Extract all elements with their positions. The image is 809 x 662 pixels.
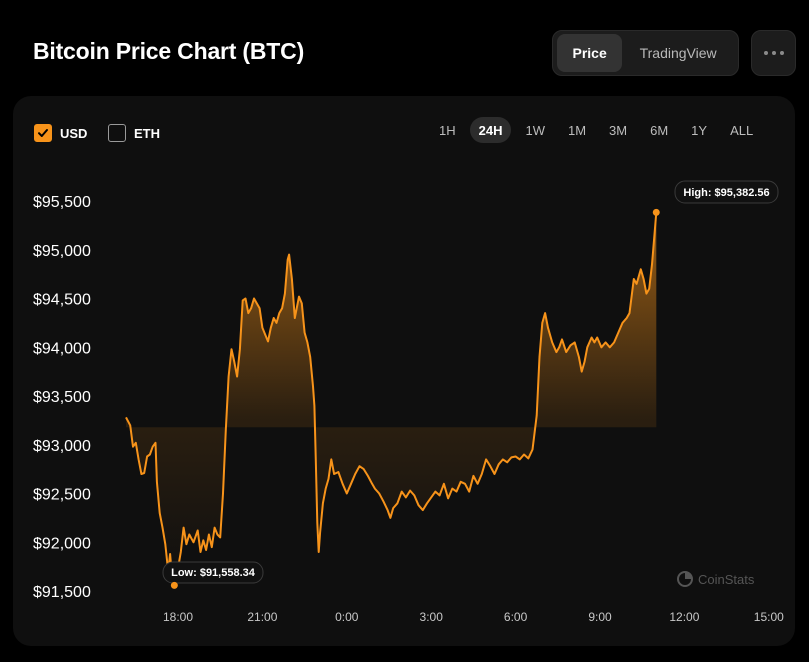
range-1w[interactable]: 1W — [525, 122, 545, 138]
chart-card — [13, 96, 795, 646]
time-range-selector: 1H 24H 1W 1M 3M 6M 1Y ALL — [430, 117, 767, 143]
y-tick-label: $94,500 — [33, 292, 91, 309]
high-marker: High: $95,382.56 — [652, 180, 779, 216]
low-point — [170, 581, 178, 589]
x-tick-label: 21:00 — [247, 610, 277, 624]
range-1y[interactable]: 1Y — [691, 122, 708, 138]
y-tick-label: $94,000 — [33, 340, 91, 357]
tab-tradingview[interactable]: TradingView — [639, 45, 717, 61]
eth-toggle[interactable]: ETH — [108, 124, 160, 142]
checkbox-checked-icon[interactable] — [34, 124, 52, 142]
x-tick-label: 12:00 — [669, 610, 699, 624]
tab-price[interactable]: Price — [557, 34, 623, 72]
range-24h[interactable]: 24H — [469, 117, 512, 143]
x-tick-label: 3:00 — [420, 610, 444, 624]
y-tick-label: $92,500 — [33, 487, 91, 504]
view-toggle: Price TradingView — [552, 30, 739, 76]
x-tick-label: 18:00 — [163, 610, 193, 624]
low-tag — [162, 561, 264, 584]
price-line — [125, 212, 658, 587]
low-marker: Low: $91,558.34 — [162, 561, 264, 589]
page-title: Bitcoin Price Chart (BTC) — [33, 38, 305, 64]
watermark-text: CoinStats — [698, 572, 755, 587]
y-tick-label: $93,000 — [33, 438, 91, 455]
y-axis: $95,500 $95,000 $94,500 $94,000 $93,500 $93,0… — [33, 194, 91, 601]
coinstats-logo-notch — [685, 572, 692, 579]
range-3m[interactable]: 3M — [609, 122, 628, 138]
range-all[interactable]: ALL — [730, 122, 754, 138]
y-tick-label: $95,000 — [33, 243, 91, 260]
eth-label: ETH — [134, 125, 160, 141]
high-point — [652, 208, 660, 216]
more-horizontal-icon — [763, 51, 768, 55]
x-tick-label: 6:00 — [504, 610, 528, 624]
low-label: Low: $91,558.34 — [171, 567, 256, 579]
y-tick-label: $95,500 — [33, 194, 91, 211]
x-axis: 18:00 21:00 0:00 3:00 6:00 9:00 12:00 15:00 — [163, 610, 784, 624]
more-options-button[interactable] — [751, 30, 796, 76]
y-tick-label: $93,500 — [33, 389, 91, 406]
range-1h[interactable]: 1H — [439, 122, 456, 138]
x-tick-label: 0:00 — [335, 610, 359, 624]
x-tick-label: 15:00 — [754, 610, 784, 624]
range-6m[interactable]: 6M — [650, 122, 669, 138]
y-tick-label: $92,000 — [33, 535, 91, 552]
more-dot — [771, 51, 776, 55]
price-area-fill — [126, 212, 657, 586]
usd-toggle[interactable]: USD — [34, 124, 87, 142]
usd-label: USD — [60, 125, 88, 141]
high-label: High: $95,382.56 — [683, 187, 769, 199]
y-tick-label: $91,500 — [33, 584, 91, 601]
high-tag — [674, 180, 779, 204]
coinstats-watermark: CoinStats — [677, 571, 755, 587]
more-dot — [779, 51, 784, 55]
range-1m[interactable]: 1M — [567, 122, 587, 138]
checkbox-unchecked-icon[interactable] — [108, 124, 126, 142]
x-tick-label: 9:00 — [588, 610, 612, 624]
